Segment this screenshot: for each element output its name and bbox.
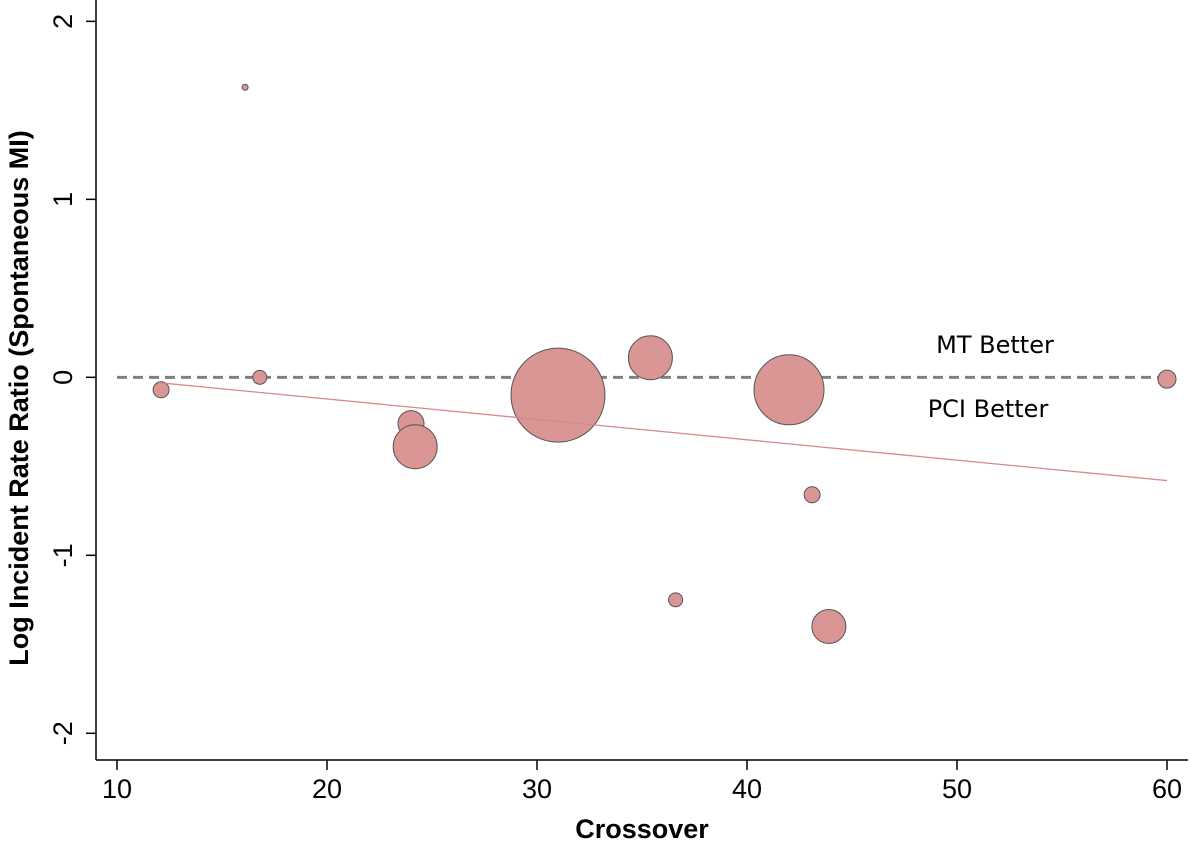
y-tick-label: -1 bbox=[48, 543, 78, 567]
bubble bbox=[1157, 369, 1177, 389]
annotation: MT Better bbox=[936, 331, 1054, 359]
y-tick-label: -2 bbox=[48, 721, 78, 745]
bubble bbox=[252, 369, 268, 385]
bubble bbox=[152, 381, 170, 399]
y-axis-title: Log Incident Rate Ratio (Spontaneous MI) bbox=[4, 130, 34, 666]
regression-line bbox=[158, 382, 1168, 482]
x-tick-label: 40 bbox=[732, 774, 762, 804]
x-tick-label: 20 bbox=[312, 774, 342, 804]
bubble bbox=[392, 424, 438, 470]
bubble bbox=[510, 347, 606, 443]
bubble bbox=[811, 609, 847, 645]
x-tick-label: 10 bbox=[102, 774, 132, 804]
bubble bbox=[241, 83, 249, 91]
bubble bbox=[627, 335, 673, 381]
x-tick-label: 50 bbox=[942, 774, 972, 804]
x-tick-label: 60 bbox=[1152, 774, 1182, 804]
bubble bbox=[668, 592, 684, 608]
annotation: PCI Better bbox=[928, 395, 1049, 423]
y-tick-label: 1 bbox=[48, 192, 78, 207]
x-axis-title: Crossover bbox=[575, 814, 709, 844]
y-tick-label: 2 bbox=[48, 14, 78, 29]
bubble bbox=[753, 354, 825, 426]
bubble bbox=[803, 486, 821, 504]
x-tick-label: 30 bbox=[522, 774, 552, 804]
y-tick-label: 0 bbox=[48, 370, 78, 385]
